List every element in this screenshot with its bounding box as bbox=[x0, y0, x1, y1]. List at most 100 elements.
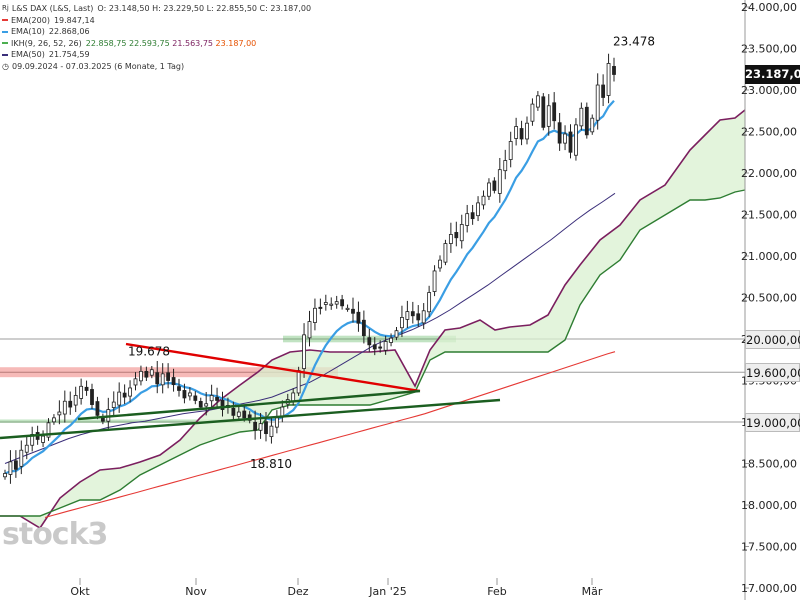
candle bbox=[383, 335, 388, 355]
legend-swatch-ikh bbox=[2, 42, 8, 45]
candle-body bbox=[492, 180, 497, 191]
candle-body bbox=[193, 395, 198, 401]
legend-value: 19.847,14 bbox=[53, 15, 95, 25]
candle bbox=[144, 366, 149, 381]
symbol-icon: Rj bbox=[2, 4, 9, 12]
candle-body bbox=[525, 122, 529, 140]
candle-body bbox=[171, 377, 176, 386]
cloud-area bbox=[0, 110, 745, 528]
ema200-line bbox=[44, 351, 616, 519]
candle bbox=[443, 239, 448, 266]
candle-body bbox=[557, 122, 562, 144]
legend-label: IKH(9, 26, 52, 26) bbox=[11, 38, 82, 48]
candle bbox=[122, 384, 127, 405]
candle bbox=[24, 436, 29, 460]
candle-body bbox=[68, 400, 73, 408]
header-symbol-row: Rj L&S DAX (L&S, Last) O: 23.148,50 H: 2… bbox=[2, 3, 311, 15]
candle-body bbox=[329, 303, 334, 306]
candle-body bbox=[19, 449, 24, 467]
candle bbox=[274, 410, 279, 434]
candle bbox=[79, 378, 84, 405]
candle bbox=[563, 125, 567, 151]
candle-body bbox=[405, 311, 410, 320]
candle-body bbox=[302, 334, 306, 369]
legend-item[interactable]: IKH(9, 26, 52, 26) 22.858,75 22.593,75 2… bbox=[2, 38, 311, 50]
candle bbox=[177, 378, 181, 397]
candle-body bbox=[269, 425, 274, 438]
annotations: 23.478 19.678 18.810 bbox=[128, 34, 655, 470]
time-axis: Okt Nov Dez Jan '25 Feb Mär bbox=[70, 578, 603, 598]
candle bbox=[204, 392, 209, 416]
candle-body bbox=[383, 341, 388, 351]
candle bbox=[329, 297, 334, 310]
candle bbox=[535, 91, 540, 111]
price-tick-label: 20.500,00 bbox=[741, 292, 797, 305]
candle-body bbox=[595, 84, 600, 121]
candle-body bbox=[410, 311, 415, 317]
candle-body bbox=[574, 124, 578, 156]
candle bbox=[568, 124, 573, 159]
candle-body bbox=[508, 141, 513, 160]
candle-body bbox=[13, 460, 18, 470]
price-tick-label: 17.000,00 bbox=[741, 582, 797, 595]
candle bbox=[215, 387, 219, 409]
legend-item[interactable]: EMA(10) 22.868,06 bbox=[2, 26, 311, 38]
candle bbox=[13, 450, 18, 478]
time-tick-label: Mär bbox=[582, 585, 603, 598]
candle-body bbox=[590, 117, 595, 133]
candle bbox=[220, 391, 225, 417]
candle bbox=[149, 365, 154, 379]
span-a-line bbox=[0, 109, 746, 530]
candle bbox=[612, 57, 616, 82]
candle bbox=[514, 117, 519, 146]
candle-body bbox=[584, 106, 589, 136]
candle bbox=[84, 380, 89, 396]
watermark-logo: stock3 bbox=[2, 517, 108, 552]
candle-body bbox=[356, 311, 361, 324]
candle bbox=[601, 74, 606, 107]
candle bbox=[476, 196, 480, 222]
candle-body bbox=[3, 473, 7, 478]
candle bbox=[579, 102, 584, 131]
candle-body bbox=[236, 411, 241, 417]
candle-body bbox=[367, 337, 372, 346]
candle bbox=[307, 310, 312, 347]
candle-body bbox=[133, 378, 138, 386]
candle-body bbox=[394, 330, 399, 338]
legend-item[interactable]: EMA(50) 21.754,59 bbox=[2, 49, 311, 61]
candle bbox=[231, 401, 236, 421]
price-tag-19000: 19.000,00 bbox=[745, 412, 800, 432]
candle-body bbox=[334, 301, 339, 305]
legend-label: EMA(50) bbox=[11, 50, 45, 59]
candle-body bbox=[182, 390, 187, 399]
candle-body bbox=[231, 407, 236, 416]
candle-body bbox=[530, 103, 535, 122]
candle-body bbox=[351, 308, 355, 314]
price-tick-label: 24.000,00 bbox=[741, 1, 797, 14]
candle bbox=[590, 114, 595, 135]
legend-item[interactable]: EMA(200) 19.847,14 bbox=[2, 15, 311, 27]
candle-body bbox=[296, 370, 301, 394]
price-tag-19600: 19.600,00 bbox=[745, 362, 800, 382]
date-range-row: ◷ 09.09.2024 - 07.03.2025 (6 Monate, 1 T… bbox=[2, 61, 311, 73]
candle bbox=[372, 337, 377, 356]
candle bbox=[405, 300, 410, 328]
candle bbox=[356, 301, 361, 332]
price-tick-label: 18.500,00 bbox=[741, 458, 797, 471]
candle bbox=[155, 360, 160, 394]
ohlc-values: O: 23.148,50 H: 23.229,50 L: 22.855,50 C… bbox=[97, 4, 312, 13]
candle-body bbox=[372, 344, 377, 350]
candle-body bbox=[579, 107, 584, 127]
time-tick-label: Nov bbox=[185, 585, 207, 598]
candle bbox=[416, 305, 421, 327]
candle bbox=[19, 440, 24, 475]
candle bbox=[459, 214, 464, 249]
candle-body bbox=[443, 243, 448, 263]
candle bbox=[367, 328, 372, 352]
candle bbox=[454, 221, 459, 247]
candle-body bbox=[432, 270, 437, 292]
candle bbox=[481, 190, 486, 210]
legend: Rj L&S DAX (L&S, Last) O: 23.148,50 H: 2… bbox=[2, 3, 311, 72]
